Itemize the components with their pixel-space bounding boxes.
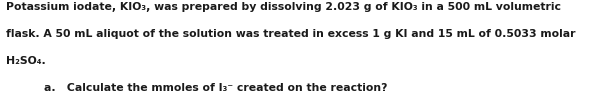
Text: a.   Calculate the mmoles of I₃⁻ created on the reaction?: a. Calculate the mmoles of I₃⁻ created o… bbox=[44, 83, 388, 91]
Text: Potassium iodate, KIO₃, was prepared by dissolving 2.023 g of KIO₃ in a 500 mL v: Potassium iodate, KIO₃, was prepared by … bbox=[6, 2, 561, 12]
Text: H₂SO₄.: H₂SO₄. bbox=[6, 56, 46, 66]
Text: flask. A 50 mL aliquot of the solution was treated in excess 1 g KI and 15 mL of: flask. A 50 mL aliquot of the solution w… bbox=[6, 29, 576, 39]
